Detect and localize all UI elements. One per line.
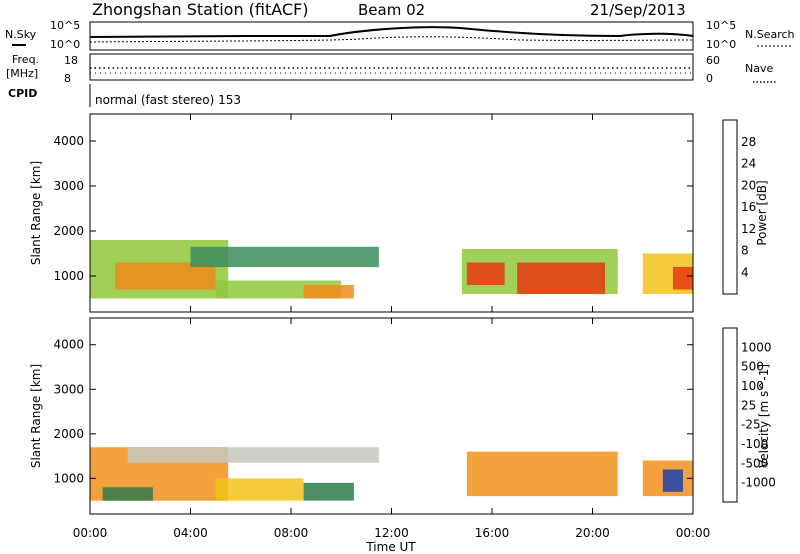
x-tick-label-2: 08:00 bbox=[274, 526, 309, 540]
scatter-region-1 bbox=[102, 487, 153, 501]
noise-tick-low-left: 10^0 bbox=[50, 38, 80, 51]
colorbar-tick-label-6: -500 bbox=[741, 456, 768, 470]
nsky-label: N.Sky bbox=[5, 28, 37, 41]
velocity-y-ticks: 1000 2000 3000 4000 bbox=[53, 338, 693, 485]
power-colorbar-label: Power [dB] bbox=[755, 180, 769, 245]
x-axis-label: Time UT bbox=[365, 540, 416, 554]
y-tick-label-0: 1000 bbox=[53, 269, 84, 283]
x-tick-label-6: 00:00 bbox=[676, 526, 711, 540]
noise-tick-high-left: 10^5 bbox=[50, 19, 80, 32]
nave-tick-high: 60 bbox=[706, 54, 720, 67]
nave-label: Nave bbox=[745, 62, 773, 75]
scatter-region-9 bbox=[672, 267, 693, 290]
freq-nave-panel: Freq. [MHz] 18 8 60 0 Nave bbox=[6, 53, 777, 85]
scatter-region-5 bbox=[466, 451, 618, 497]
velocity-colorbar: 1000 500 100 25 -25 -100 -500 -1000 bbox=[722, 327, 776, 503]
nsearch-line bbox=[89, 36, 694, 43]
scatter-region-4 bbox=[303, 482, 354, 501]
x-tick-label-4: 16:00 bbox=[475, 526, 510, 540]
beam-label: Beam 02 bbox=[358, 1, 425, 19]
x-tick-label-5: 20:00 bbox=[575, 526, 610, 540]
freq-tick-high: 18 bbox=[64, 54, 78, 67]
y-tick-label-1: 2000 bbox=[53, 224, 84, 238]
freq-unit-label: [MHz] bbox=[6, 67, 38, 80]
scatter-region-2 bbox=[190, 246, 379, 268]
velocity-colorbar-label: Velocity [m s^-1] bbox=[757, 364, 771, 468]
y-tick-label-0: 1000 bbox=[53, 471, 84, 485]
colorbar-tick-label-0: 4 bbox=[741, 265, 749, 279]
colorbar-tick-label-3: 16 bbox=[741, 200, 756, 214]
scatter-region-7 bbox=[517, 262, 605, 294]
power-data-regions bbox=[90, 240, 694, 299]
scatter-region-2 bbox=[127, 447, 379, 463]
colorbar-tick-label-6: 28 bbox=[741, 135, 756, 149]
colorbar-tick-label-2: 100 bbox=[741, 379, 764, 393]
velocity-y-axis-label: Slant Range [km] bbox=[29, 364, 43, 468]
freq-tick-low: 8 bbox=[64, 72, 71, 85]
colorbar-tick-label-0: 1000 bbox=[741, 340, 772, 354]
x-tick-label-3: 12:00 bbox=[374, 526, 409, 540]
scatter-region-4 bbox=[303, 285, 354, 299]
cpid-text: normal (fast stereo) 153 bbox=[95, 93, 241, 107]
power-y-ticks: 1000 2000 3000 4000 bbox=[53, 134, 693, 283]
colorbar-tick-label-1: 8 bbox=[741, 244, 749, 258]
colorbar-tick-label-5: 24 bbox=[741, 157, 756, 171]
nsky-line bbox=[89, 26, 694, 38]
noise-tick-high-right: 10^5 bbox=[706, 19, 736, 32]
x-tick-label-0: 00:00 bbox=[73, 526, 108, 540]
freq-panel-frame bbox=[89, 53, 694, 81]
x-tick-label-1: 04:00 bbox=[173, 526, 208, 540]
y-tick-label-1: 2000 bbox=[53, 427, 84, 441]
y-tick-label-2: 3000 bbox=[53, 382, 84, 396]
colorbar-tick-label-4: -25 bbox=[741, 418, 761, 432]
nave-tick-low: 0 bbox=[706, 72, 713, 85]
scatter-region-3 bbox=[215, 478, 304, 501]
noise-tick-low-right: 10^0 bbox=[706, 38, 736, 51]
freq-label: Freq. bbox=[12, 53, 39, 66]
time-x-ticks: 00:00 04:00 08:00 12:00 16:00 20:00 00:00 bbox=[73, 114, 711, 540]
colorbar-tick-label-3: 25 bbox=[741, 398, 756, 412]
cpid-row: CPID normal (fast stereo) 153 bbox=[8, 84, 241, 107]
scatter-region-6 bbox=[466, 262, 505, 285]
noise-panel: N.Sky 10^5 10^0 10^5 10^0 N.Search bbox=[5, 19, 795, 51]
velocity-panel: 1000 2000 3000 4000 Slant Range [km] 1000 50… bbox=[29, 317, 776, 515]
colorbar-frame bbox=[722, 119, 738, 295]
date-label: 21/Sep/2013 bbox=[590, 1, 686, 19]
colorbar-tick-label-5: -100 bbox=[741, 437, 768, 451]
nsearch-label: N.Search bbox=[745, 28, 795, 41]
y-tick-label-2: 3000 bbox=[53, 179, 84, 193]
velocity-data-regions bbox=[90, 447, 694, 501]
power-colorbar: 4 8 12 16 20 24 28 bbox=[722, 119, 756, 295]
scatter-region-7 bbox=[662, 469, 683, 492]
cpid-label: CPID bbox=[8, 87, 37, 100]
power-panel: 1000 2000 3000 4000 Slant Range [km] 4 8 12 16… bbox=[29, 113, 769, 313]
y-tick-label-3: 4000 bbox=[53, 338, 84, 352]
power-y-axis-label: Slant Range [km] bbox=[29, 161, 43, 265]
colorbar-frame bbox=[722, 327, 738, 503]
y-tick-label-3: 4000 bbox=[53, 134, 84, 148]
colorbar-tick-label-1: 500 bbox=[741, 360, 764, 374]
colorbar-tick-label-7: -1000 bbox=[741, 476, 776, 490]
colorbar-tick-label-4: 20 bbox=[741, 178, 756, 192]
colorbar-tick-label-2: 12 bbox=[741, 222, 756, 236]
station-title: Zhongshan Station (fitACF) bbox=[92, 0, 309, 19]
